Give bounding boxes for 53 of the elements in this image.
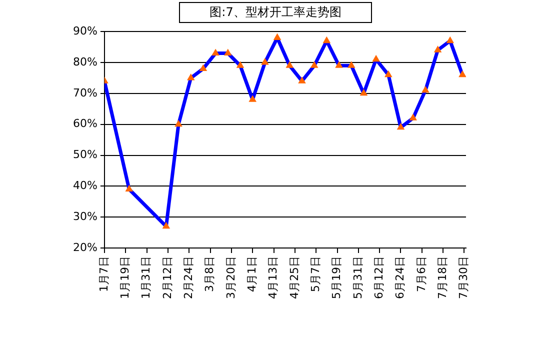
point — [174, 120, 182, 127]
y-tick-label: 80% — [72, 55, 98, 68]
y-tick-label: 70% — [72, 86, 98, 100]
point — [384, 70, 392, 78]
x-tick-label: 6月24日 — [394, 256, 407, 300]
x-tick-label: 7月30日 — [457, 256, 470, 300]
x-tick-label: 4月25日 — [288, 256, 301, 300]
point — [286, 61, 294, 68]
point — [446, 36, 454, 44]
point — [409, 114, 417, 120]
point — [261, 58, 269, 65]
point — [322, 36, 331, 44]
x-tick-label: 4月13日 — [266, 256, 280, 300]
point — [434, 46, 442, 52]
point — [236, 61, 244, 68]
x-tick-label: 7月18日 — [436, 256, 449, 300]
point — [162, 222, 170, 229]
point — [458, 70, 466, 78]
y-tick-label: 30% — [72, 210, 98, 223]
x-tick-label: 2月12日 — [160, 256, 174, 300]
point — [372, 54, 380, 62]
x-tick-label: 5月7日 — [308, 256, 322, 292]
point — [422, 86, 430, 93]
x-tick-label: 5月19日 — [330, 256, 344, 300]
point — [186, 73, 195, 80]
point — [396, 122, 405, 130]
x-tick-label: 3月20日 — [224, 256, 238, 300]
x-tick-label: 1月19日 — [118, 256, 132, 300]
y-tick-label: 60% — [72, 117, 98, 130]
point — [125, 184, 134, 192]
x-tick-label: 1月31日 — [140, 256, 153, 300]
x-tick-label: 6月12日 — [372, 256, 386, 300]
point — [199, 64, 208, 71]
point — [298, 76, 306, 84]
point — [360, 88, 368, 96]
y-tick-label: 90% — [72, 24, 98, 38]
y-tick-label: 20% — [72, 240, 98, 254]
point — [310, 61, 318, 68]
x-tick-label: 3月8日 — [203, 256, 216, 292]
point — [212, 48, 220, 56]
chart-title: 图:7、型材开工率走势图 — [178, 2, 372, 23]
x-tick-label: 4月1日 — [245, 256, 258, 292]
point — [273, 33, 282, 40]
x-tick-label: 7月6日 — [414, 256, 428, 292]
y-tick-label: 50% — [72, 148, 98, 162]
x-tick-label: 2月24日 — [182, 256, 195, 300]
point — [347, 61, 356, 68]
y-tick-label: 40% — [72, 179, 98, 192]
x-tick-label: 5月31日 — [351, 256, 364, 300]
point — [335, 61, 343, 68]
x-tick-label: 1月7日 — [97, 256, 110, 292]
point — [224, 48, 232, 56]
point — [248, 95, 256, 102]
